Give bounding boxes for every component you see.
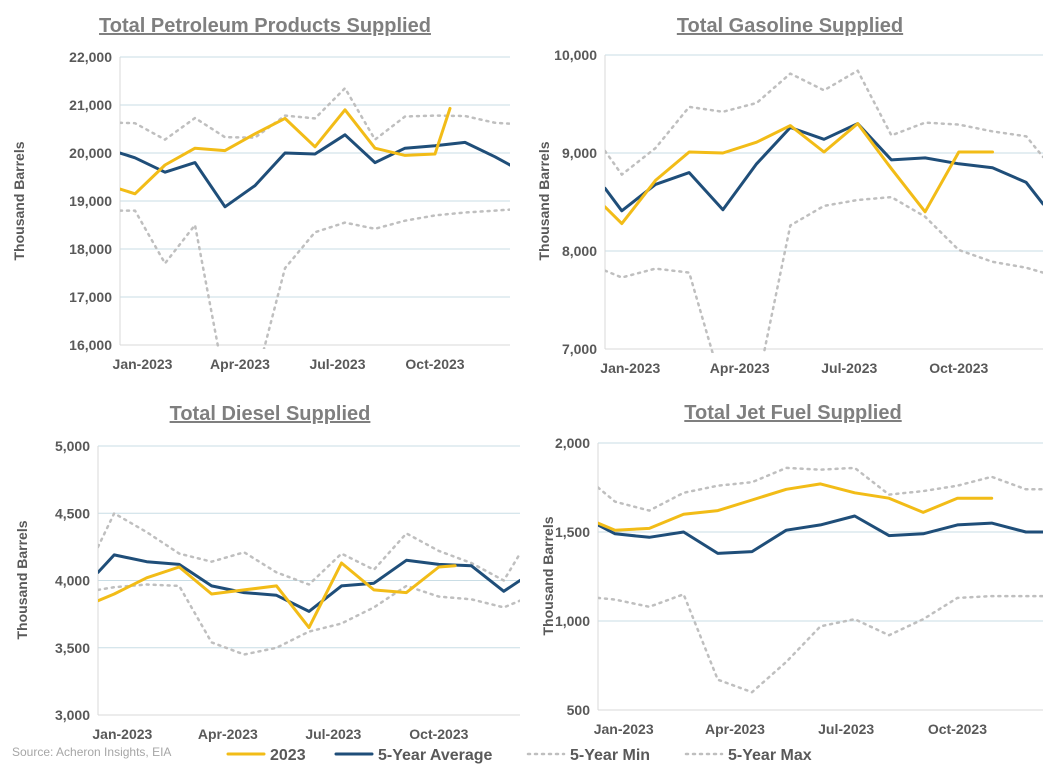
series-line-s2023 (605, 122, 994, 226)
legend-label-avg: 5-Year Average (378, 747, 493, 764)
y-tick-label: 3,500 (55, 640, 90, 656)
x-tick-label: Jan-2023 (113, 356, 173, 372)
series-line-s2023 (98, 561, 457, 630)
series-line-max (98, 512, 520, 586)
series-line-min (120, 208, 510, 349)
x-tick-label: Jul-2023 (818, 721, 874, 737)
series-group (598, 466, 1043, 694)
y-tick-label: 10,000 (554, 47, 597, 63)
y-tick-label: 2,000 (555, 435, 590, 451)
y-tick-label: 21,000 (69, 97, 112, 113)
series-line-max (598, 466, 1043, 512)
x-tick-label: Oct-2023 (405, 356, 464, 372)
series-line-max (120, 86, 510, 141)
chart-panel-2: Total Gasoline Supplied Thousand Barrels 7… (536, 15, 1043, 376)
series-group (120, 86, 510, 349)
series-line-max (605, 69, 1043, 176)
x-tick-label: Oct-2023 (929, 360, 988, 376)
x-tick-label: Jul-2023 (821, 360, 877, 376)
y-tick-label: 22,000 (69, 49, 112, 65)
series-line-min (598, 593, 1043, 694)
series-group (605, 69, 1043, 353)
series-group (98, 512, 520, 656)
x-tick-label: Jul-2023 (309, 356, 365, 372)
series-line-avg (98, 553, 520, 613)
source-note: Source: Acheron Insights, EIA (12, 745, 171, 759)
y-tick-label: 500 (567, 702, 591, 718)
y-tick-label: 1,000 (555, 613, 590, 629)
y-tick-label: 9,000 (562, 145, 597, 161)
series-line-avg (120, 133, 510, 209)
y-tick-label: 4,500 (55, 505, 90, 521)
chart-panel-1: Total Petroleum Products Supplied Thousan… (11, 15, 510, 372)
y-axis-label: Thousand Barrels (540, 516, 556, 635)
y-tick-label: 16,000 (69, 337, 112, 353)
y-tick-label: 18,000 (69, 241, 112, 257)
y-tick-label: 5,000 (55, 438, 90, 454)
series-line-avg (598, 514, 1043, 555)
series-line-s2023 (598, 482, 994, 532)
x-tick-label: Oct-2023 (928, 721, 987, 737)
series-line-s2023 (120, 106, 452, 196)
legend-label-max: 5-Year Max (728, 747, 812, 764)
series-line-min (605, 195, 1043, 353)
y-tick-label: 19,000 (69, 193, 112, 209)
chart-title: Total Diesel Supplied (170, 403, 371, 425)
legend-label-s2023: 2023 (270, 747, 306, 764)
chart-title: Total Jet Fuel Supplied (684, 402, 901, 424)
chart-panel-4: Total Jet Fuel Supplied Thousand Barrels 5… (540, 402, 1043, 737)
series-line-min (98, 583, 520, 656)
x-tick-label: Jan-2023 (594, 721, 654, 737)
y-tick-label: 20,000 (69, 145, 112, 161)
x-tick-label: Jul-2023 (305, 726, 361, 742)
x-tick-label: Apr-2023 (710, 360, 770, 376)
series-line-avg (605, 122, 1043, 213)
y-tick-label: 8,000 (562, 243, 597, 259)
y-axis-label: Thousand Barrels (14, 520, 30, 639)
chart-title: Total Petroleum Products Supplied (99, 15, 431, 37)
y-tick-label: 3,000 (55, 707, 90, 723)
chart-title: Total Gasoline Supplied (677, 15, 903, 37)
x-tick-label: Apr-2023 (705, 721, 765, 737)
legend-label-min: 5-Year Min (570, 747, 650, 764)
y-axis-label: Thousand Barrels (536, 141, 552, 260)
y-tick-label: 7,000 (562, 341, 597, 357)
y-tick-label: 4,000 (55, 573, 90, 589)
x-tick-label: Jan-2023 (600, 360, 660, 376)
y-tick-label: 17,000 (69, 289, 112, 305)
x-tick-label: Apr-2023 (210, 356, 270, 372)
y-axis-label: Thousand Barrels (11, 141, 27, 260)
x-tick-label: Apr-2023 (198, 726, 258, 742)
x-tick-label: Oct-2023 (409, 726, 468, 742)
y-tick-label: 1,500 (555, 524, 590, 540)
chart-panel-3: Total Diesel Supplied Thousand Barrels 3,0… (14, 403, 520, 742)
x-tick-label: Jan-2023 (92, 726, 152, 742)
